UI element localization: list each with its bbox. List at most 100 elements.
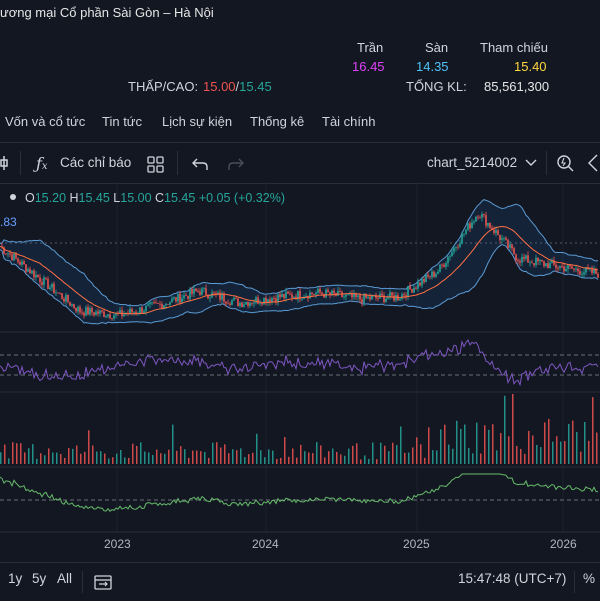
- candle-body: [241, 302, 243, 307]
- candle-body: [429, 276, 431, 278]
- candle-body: [393, 295, 395, 301]
- candle-body: [535, 257, 537, 266]
- candle-body: [417, 282, 419, 289]
- candle-body: [189, 289, 191, 299]
- ohlc-legend: O15.20 H15.45 L15.00 C15.45 +0.05 (+0.32…: [25, 191, 285, 205]
- tab-capital-dividend[interactable]: Vốn và cổ tức: [5, 114, 86, 129]
- candle-body: [469, 223, 471, 229]
- volume-bar: [16, 443, 18, 464]
- candle-body: [409, 286, 411, 290]
- bottom-divider: [574, 571, 575, 593]
- volume-bar: [184, 449, 186, 464]
- volume-bar: [396, 445, 398, 464]
- candle-body: [401, 294, 403, 299]
- fx-icon[interactable]: ƒx: [36, 154, 48, 173]
- candle-body: [133, 311, 135, 313]
- candle-body: [313, 294, 315, 295]
- clock-time[interactable]: 15:47:48 (UTC+7): [458, 571, 567, 586]
- volume-bar: [576, 431, 578, 464]
- volume-bar: [224, 444, 226, 464]
- templates-icon[interactable]: [147, 156, 164, 173]
- candle-body: [57, 292, 59, 294]
- tab-financials[interactable]: Tài chính: [322, 114, 376, 129]
- candle-body: [159, 303, 161, 305]
- candle-body: [545, 263, 547, 266]
- volume-bar: [264, 457, 266, 464]
- price-chart[interactable]: [0, 182, 600, 562]
- rsi-pane: [0, 339, 599, 387]
- candle-body: [61, 293, 63, 299]
- candle-body: [317, 288, 319, 293]
- candle-body: [175, 297, 177, 302]
- candle-body: [107, 314, 109, 317]
- volume-bar: [332, 448, 334, 464]
- candle-body: [263, 297, 265, 305]
- volume-bar: [320, 445, 322, 464]
- bollinger-fill: [0, 199, 598, 324]
- tab-statistics[interactable]: Thống kê: [250, 114, 305, 129]
- volume-bar: [492, 424, 494, 464]
- range-5y[interactable]: 5y: [32, 571, 47, 586]
- candle-body: [365, 293, 367, 298]
- candle-body: [41, 282, 43, 285]
- candle-body: [75, 307, 77, 312]
- date-range-icon[interactable]: [94, 573, 112, 591]
- candle-body: [481, 214, 483, 218]
- volume-bar: [572, 420, 574, 464]
- axis-year-2024: 2024: [252, 537, 279, 551]
- volume-bar: [116, 453, 118, 464]
- volume-bar: [552, 441, 554, 464]
- candle-body: [575, 268, 577, 270]
- legend-collapse-icon[interactable]: [8, 189, 18, 205]
- candle-body: [239, 302, 241, 307]
- candle-body: [169, 302, 171, 305]
- tab-events[interactable]: Lịch sự kiện: [162, 114, 233, 129]
- candle-body: [205, 288, 207, 296]
- candle-body: [527, 255, 529, 263]
- candle-body: [255, 297, 257, 303]
- volume-bar: [352, 445, 354, 464]
- redo-icon[interactable]: [228, 157, 244, 171]
- volume-bar: [180, 446, 182, 464]
- indicators-button[interactable]: Các chỉ báo: [60, 155, 132, 170]
- candle-body: [173, 297, 175, 299]
- candle-body: [261, 303, 263, 305]
- info-tabs: Vốn và cổ tức Tin tức Lịch sự kiện Thống…: [0, 104, 600, 138]
- quick-search-icon[interactable]: [556, 154, 574, 172]
- candle-body: [39, 277, 41, 283]
- percent-toggle[interactable]: %: [583, 571, 596, 586]
- candle-body: [443, 264, 445, 267]
- interval-icon[interactable]: [0, 155, 10, 171]
- close-key: C: [155, 191, 165, 205]
- volume-bar: [392, 442, 394, 464]
- volume-bar: [260, 450, 262, 464]
- chart-name-select[interactable]: chart_5214002: [427, 155, 518, 170]
- range-all[interactable]: All: [57, 571, 73, 586]
- volume-bar: [532, 435, 534, 464]
- candle-body: [551, 260, 553, 263]
- candle-body: [501, 238, 503, 240]
- low-value: 15.00: [203, 79, 236, 94]
- range-1y[interactable]: 1y: [8, 571, 23, 586]
- candle-body: [31, 270, 33, 274]
- candle-body: [275, 298, 277, 303]
- candle-body: [359, 295, 361, 300]
- candle-body: [577, 268, 579, 272]
- candle-body: [201, 288, 203, 295]
- volume-bar: [256, 433, 258, 464]
- candle-body: [87, 307, 89, 315]
- candle-body: [215, 293, 217, 295]
- undo-icon[interactable]: [192, 157, 208, 171]
- candle-body: [447, 256, 449, 264]
- volume-bar: [520, 448, 522, 464]
- volume-bar: [44, 455, 46, 464]
- chevron-down-icon[interactable]: [525, 159, 537, 167]
- volume-bar: [24, 452, 26, 464]
- candle-body: [347, 294, 349, 296]
- candle-body: [167, 303, 169, 305]
- candle-body: [217, 292, 219, 295]
- candle-body: [453, 247, 455, 252]
- volume-bar: [440, 429, 442, 464]
- settings-icon[interactable]: [588, 154, 600, 172]
- tab-news[interactable]: Tin tức: [102, 114, 143, 129]
